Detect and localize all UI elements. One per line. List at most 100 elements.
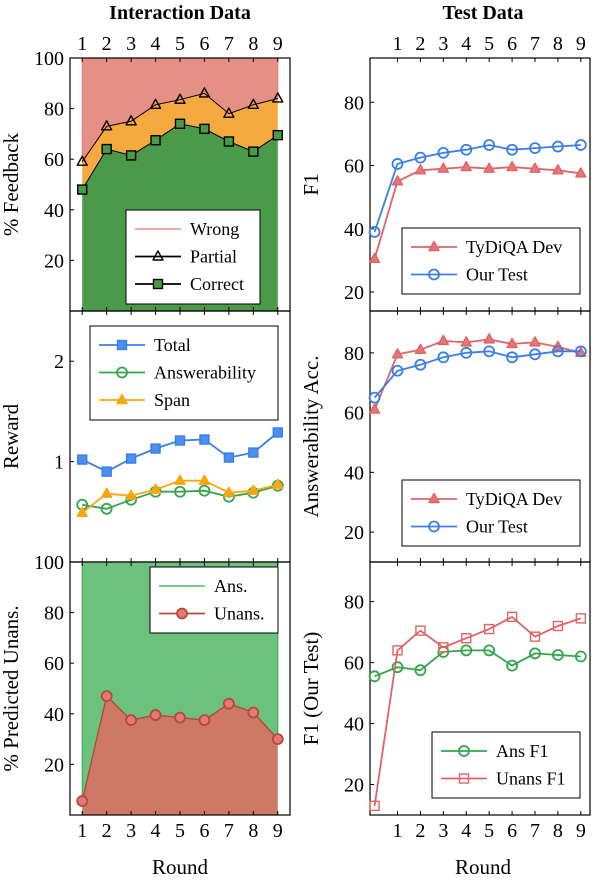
legend-label: Answerability [154,363,256,383]
x-tick-label: 8 [553,820,563,842]
series-line-our-test [373,144,581,233]
data-point [174,435,186,446]
y-tick-label: 1 [54,452,64,474]
data-point [552,345,564,358]
data-point [506,659,518,672]
data-point [101,143,112,155]
legend-label: TyDiQA Dev [466,237,562,257]
y-tick-label: 100 [34,48,64,70]
y-tick-label: 80 [44,603,64,625]
y-tick-label: 60 [44,149,64,171]
data-point [198,484,211,497]
y-tick-label: 80 [344,343,364,365]
x-tick-label: 6 [199,33,209,55]
x-tick-label: 2 [102,33,112,55]
legend-marker [428,492,440,504]
data-point [483,623,495,635]
x-tick-label: 8 [553,33,563,55]
legend-label: Total [154,335,191,355]
legend: Ans. Unans. [149,566,279,634]
data-point [391,348,404,359]
data-point [483,139,496,151]
data-point [460,644,473,657]
data-point [247,98,260,110]
x-tick-label: 9 [273,820,283,842]
chart-feedback: 20 40 60 80 100 1 2 3 4 5 6 7 8 9 % Feedback Wrong Parti… [0,33,291,312]
data-point [125,453,137,464]
data-point [198,714,211,727]
y-tick-label: 20 [344,522,364,544]
series-line-tydiqa-dev [373,338,582,410]
data-point [529,647,541,660]
data-point [437,351,450,364]
legend-box [431,731,581,799]
data-point [415,625,426,636]
x-tick-label: 2 [102,820,112,842]
y-tick-label: 20 [44,250,64,272]
legend-label: Our Test [466,517,528,537]
x-tick-label: 7 [224,33,234,55]
y-tick-label: 100 [34,552,64,574]
y-tick-label: 80 [344,92,364,114]
y-tick-label: 60 [344,653,364,675]
legend-label: Correct [190,274,244,294]
data-point [149,98,162,110]
data-point [174,474,186,485]
chart-our-test-f1: 20 40 60 80 1 2 3 4 5 6 7 8 9 F1 (Our Test) Ans F1 Unan… [299,561,591,842]
data-point [437,334,450,346]
data-point [460,346,473,359]
data-point [506,143,518,156]
x-tick-label: 2 [415,33,425,55]
series-line-tydiqa-dev [373,166,581,260]
y-tick-label: 20 [344,282,364,304]
data-point [506,611,518,623]
chart-predicted-unans: 20 40 60 80 100 1 2 3 4 5 6 7 8 9 % Predicted Unans. An… [0,552,291,842]
y-tick-label: 80 [44,99,64,121]
data-point [222,697,235,710]
data-point [552,140,564,153]
data-point [483,333,495,344]
chart-test-f1: 20 40 60 80 1 2 3 4 5 6 7 8 9 F1 TyDiQA Dev Our Test [299,33,591,312]
data-point [125,489,137,500]
data-point [460,143,473,156]
data-point [272,129,283,141]
data-point [76,506,88,518]
x-tick-label: 4 [461,820,471,842]
x-tick-label: 4 [461,33,471,55]
y-axis-label: F1 [299,173,323,195]
x-tick-label: 3 [438,33,448,55]
data-point [174,118,186,129]
data-point [77,184,88,195]
legend-marker [176,607,188,620]
x-tick-label: 1 [77,820,87,842]
right-x-axis-label: Round [455,855,512,879]
data-point [247,484,260,495]
legend-box [401,227,581,295]
data-point [437,146,450,159]
data-point [574,139,587,151]
data-point [368,670,381,683]
data-point [368,226,381,238]
data-point [483,644,496,657]
data-point [414,664,427,677]
y-axis-label: % Feedback [0,132,23,236]
data-point [506,160,518,172]
legend-label: Our Test [466,265,528,285]
data-point [575,167,587,178]
x-tick-label: 5 [484,33,494,55]
series-line-ans-f1 [374,649,581,678]
right-column-title: Test Data [443,2,524,24]
legend-label: Unans F1 [496,769,566,789]
series-line-unans-f1 [373,615,582,807]
data-point [529,336,541,347]
data-point [529,348,541,361]
legend-marker [116,339,128,351]
series-line-our-test [373,350,581,399]
data-point [272,427,283,438]
y-tick-label: 40 [44,704,64,726]
x-tick-label: 7 [224,820,234,842]
legend: Total Answerability Span [89,325,279,421]
series-line-partial [81,92,278,162]
data-point [100,502,113,515]
data-point [391,158,404,170]
